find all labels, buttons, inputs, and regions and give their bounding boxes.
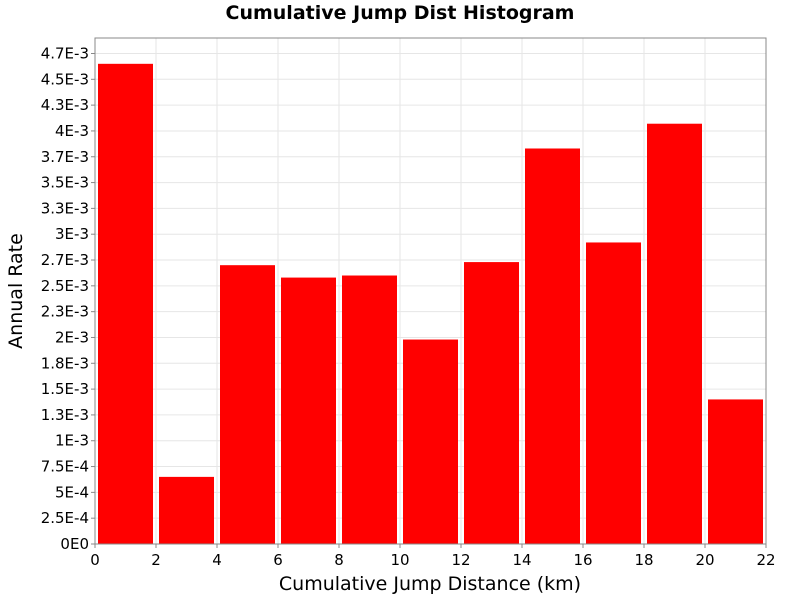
- y-tick-label: 2.5E-4: [41, 509, 89, 527]
- y-tick-label: 2.7E-3: [41, 251, 89, 269]
- x-tick-label: 22: [756, 551, 775, 569]
- y-tick-label: 1.5E-3: [41, 380, 89, 398]
- y-tick-label: 1.3E-3: [41, 406, 89, 424]
- y-tick-label: 3.5E-3: [41, 174, 89, 192]
- y-tick-label: 1.8E-3: [41, 354, 89, 372]
- y-tick-label: 1E-3: [55, 432, 89, 450]
- x-tick-label: 4: [212, 551, 222, 569]
- x-tick-label: 20: [695, 551, 714, 569]
- y-tick-label: 3.3E-3: [41, 199, 89, 217]
- x-tick-label: 12: [451, 551, 470, 569]
- histogram-bar: [647, 123, 702, 544]
- histogram-bar: [708, 399, 763, 544]
- y-tick-label: 4.3E-3: [41, 96, 89, 114]
- histogram-bar: [525, 148, 580, 544]
- bars: [98, 63, 763, 545]
- chart-title: Cumulative Jump Dist Histogram: [225, 2, 575, 24]
- y-tick-label: 2E-3: [55, 328, 89, 346]
- x-tick-label: 8: [334, 551, 344, 569]
- x-tick-label: 14: [512, 551, 531, 569]
- y-axis-ticks: 0E0 2.5E-4 5E-4 7.5E-4 1E-3 1.3E-3 1.5E-3 1.8E-…: [41, 44, 95, 553]
- histogram-bar: [342, 275, 397, 544]
- y-tick-label: 4E-3: [55, 122, 89, 140]
- histogram-bar: [98, 63, 153, 545]
- x-tick-label: 0: [90, 551, 100, 569]
- y-tick-label: 3E-3: [55, 225, 89, 243]
- histogram-bar: [403, 339, 458, 544]
- x-tick-label: 16: [573, 551, 592, 569]
- x-tick-label: 10: [390, 551, 409, 569]
- histogram-bar: [464, 262, 519, 544]
- y-tick-label: 4.5E-3: [41, 70, 89, 88]
- x-tick-label: 2: [151, 551, 161, 569]
- y-tick-label: 7.5E-4: [41, 458, 89, 476]
- histogram-bar: [159, 476, 214, 544]
- y-tick-label: 3.7E-3: [41, 148, 89, 166]
- plot-area-frame: [94, 37, 767, 545]
- x-axis-title: Cumulative Jump Distance (km): [279, 573, 581, 595]
- y-tick-label: 0E0: [60, 535, 89, 553]
- y-tick-label: 4.7E-3: [41, 44, 89, 62]
- y-tick-label: 5E-4: [55, 483, 89, 501]
- y-tick-label: 2.3E-3: [41, 303, 89, 321]
- y-axis-title: Annual Rate: [5, 233, 27, 349]
- x-tick-label: 6: [273, 551, 283, 569]
- y-tick-label: 2.5E-3: [41, 277, 89, 295]
- histogram-bar: [281, 277, 336, 544]
- x-axis-ticks: 0 2 4 6 8 10 12 14 16 18 20 22: [90, 544, 776, 569]
- histogram-bar: [220, 265, 275, 544]
- histogram-bar: [586, 242, 641, 544]
- x-tick-label: 18: [634, 551, 653, 569]
